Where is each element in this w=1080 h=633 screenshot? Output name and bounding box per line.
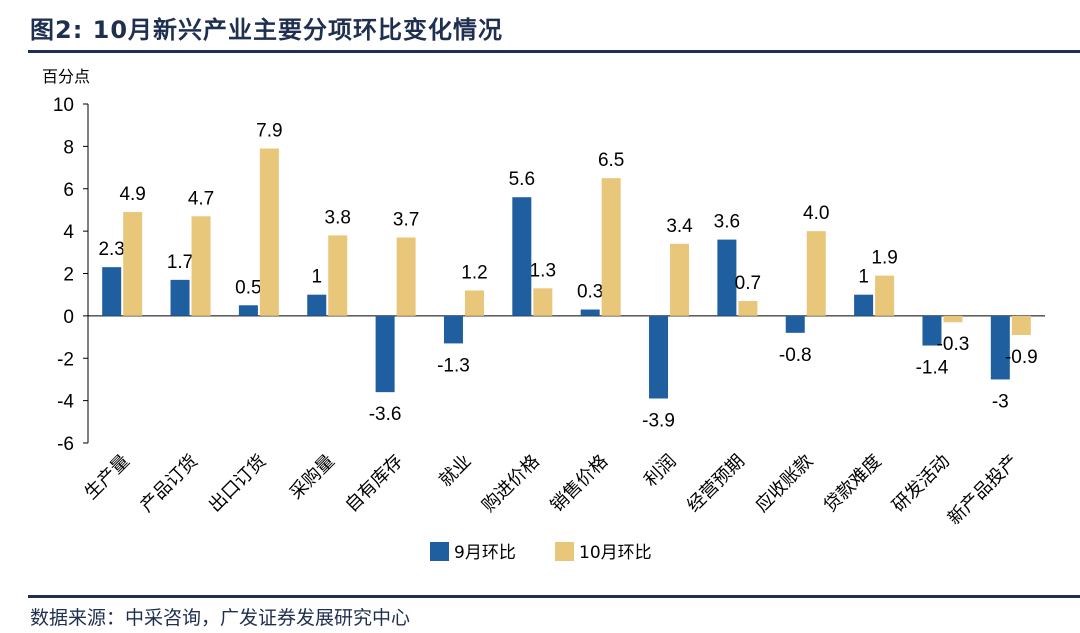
data-label: -1.4 [916,358,949,379]
category-label: 应收账款 [752,451,818,517]
category-label: 自有库存 [341,451,407,517]
bar-chart: 百分点 10 8 6 4 2 0 -2 -4 -6 2.3 4.9 生产量 1.7 4.7 产品订货 0.5 7.… [42,67,1045,563]
bar-sep [102,267,122,316]
data-label: 1 [858,267,869,288]
category-label: 购进价格 [478,451,544,517]
data-label: -3.9 [642,411,675,432]
y-tick-label: 8 [63,137,74,158]
category-label: 生产量 [81,451,134,504]
bar-oct [328,235,348,316]
category-label: 出口订货 [205,451,271,517]
data-label: 1 [311,267,322,288]
data-label: 3.4 [666,216,693,237]
data-label: 1.7 [167,252,193,273]
data-label: 5.6 [509,169,535,190]
data-label: 2.3 [98,239,124,260]
bar-oct [670,243,690,316]
category-label: 就业 [435,451,475,491]
data-label: -1.3 [437,355,470,376]
bar-sep [580,309,600,316]
data-label: 6.5 [598,150,624,171]
category-label: 贷款难度 [820,451,886,517]
bar-sep [854,294,874,316]
y-tick-label: -2 [57,349,74,370]
bar-sep [375,315,395,393]
bar-sep [307,294,327,316]
y-tick-label: 6 [63,180,74,201]
chart-title: 图2: 10月新兴产业主要分项环比变化情况 [30,16,504,44]
bar-oct [464,290,484,316]
bar-sep [649,315,669,399]
bar-oct [875,275,895,316]
data-label: -0.8 [779,345,812,366]
y-axis-label: 百分点 [42,67,90,86]
bar-oct [806,231,826,316]
bar-sep [443,315,463,344]
y-tick-label: 2 [63,265,74,286]
data-label: 3.7 [393,209,419,230]
y-tick-label: -6 [57,434,74,455]
bar-sep [785,315,805,333]
category-label: 新产品投产 [944,451,1022,529]
legend-swatch [430,542,449,561]
bar-oct [1011,315,1031,335]
data-label: 0.5 [235,277,261,298]
bar-sep [238,305,258,316]
data-label: 1.3 [530,260,556,281]
source-note: 数据来源：中采咨询，广发证券发展研究中心 [30,607,411,629]
data-label: -0.3 [937,334,970,355]
bar-oct [738,301,758,316]
data-label: 4.7 [188,188,214,209]
category-label: 研发活动 [888,451,954,517]
y-tick-label: 0 [63,307,74,328]
bar-sep [512,197,532,316]
data-label: 1.9 [871,248,897,269]
data-label: -3 [992,391,1009,412]
data-label: 7.9 [256,120,282,141]
category-label: 销售价格 [546,451,612,517]
bar-sep [990,315,1010,380]
bar-oct [943,315,963,323]
legend-swatch [555,542,574,561]
y-tick-label: 4 [63,222,74,243]
data-label: 4.9 [119,184,145,205]
bar-sep [717,239,737,316]
data-label: 3.6 [714,212,740,233]
data-label: 1.2 [461,262,487,283]
bar-oct [191,216,211,316]
category-label: 产品订货 [136,451,202,517]
bar-oct [123,212,143,316]
title-rule [28,50,1080,53]
data-label: 4.0 [803,203,829,224]
bar-sep [170,279,190,316]
legend-label: 10月环比 [579,543,652,563]
data-label: 0.3 [577,282,603,303]
data-label: -3.6 [369,404,402,425]
category-label: 经营预期 [683,451,749,517]
data-label: 3.8 [325,207,351,228]
legend-label: 9月环比 [454,543,516,563]
bar-oct [396,237,416,316]
data-label: 0.7 [735,273,761,294]
bar-oct [601,178,621,316]
bar-oct [259,148,279,316]
y-tick-label: 10 [53,95,74,116]
bar-sep [922,315,942,346]
source-rule [28,595,1080,598]
bar-oct [533,288,553,316]
category-label: 采购量 [286,451,339,504]
data-label: -0.9 [1005,347,1038,368]
category-label: 利润 [640,451,680,491]
y-tick-label: -4 [57,392,74,413]
